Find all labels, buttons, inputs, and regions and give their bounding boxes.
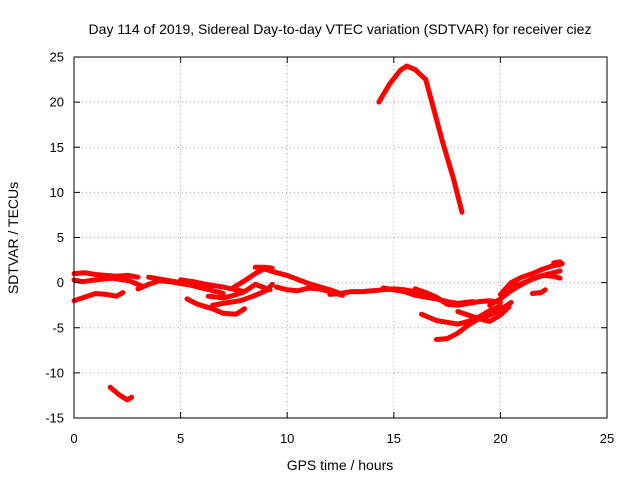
series-arc-24 [508,272,563,290]
series-arc-21 [455,304,512,324]
series-arc-7 [178,277,248,295]
series-arc-10 [210,281,275,308]
y-tick-label: -5 [52,320,64,335]
y-tick-label: 5 [57,230,64,245]
grid [74,57,607,418]
x-tick-label: 15 [387,431,401,446]
series-arc-26 [551,259,565,267]
y-axis-tick-labels: -15 -10 -5 0 5 10 15 20 25 [45,50,64,426]
plot-frame [73,56,608,419]
series-arc-20 [433,300,514,342]
x-tick-label: 0 [70,431,77,446]
series-arc-1 [71,270,141,280]
x-tick-label: 20 [493,431,507,446]
series-arc-8 [184,296,248,317]
y-tick-label: 15 [50,140,64,155]
y-axis-label: SDTVAR / TECUs [5,182,21,294]
series-arc-19 [419,303,503,327]
y-tick-label: -10 [45,365,64,380]
x-axis-label: GPS time / hours [287,457,394,473]
y-tick-label: 10 [50,185,64,200]
series-arc-6 [146,274,226,296]
x-tick-label: 5 [177,431,184,446]
y-tick-label: 20 [50,95,64,110]
y-tick-label: 25 [50,50,64,65]
series-arc-15 [327,286,429,297]
series-arc-9 [205,281,273,301]
y-tick-label: -15 [45,411,64,426]
chart-title: Day 114 of 2019, Sidereal Day-to-day VTE… [89,21,592,37]
x-axis-tick-labels: 0 5 10 15 20 25 [70,431,614,446]
series-arc-2 [71,290,126,304]
series-arc-4 [107,384,135,403]
series-arc-3 [71,275,145,289]
series-arc-25 [529,287,548,296]
series-arc-18 [412,286,503,308]
axis-ticks [73,56,608,419]
series-arc-23 [497,262,563,297]
series-arc-14 [274,284,346,298]
series-arc-12 [252,264,275,271]
x-tick-label: 25 [600,431,614,446]
series-arc-16 [376,63,465,215]
data-series-group [71,63,565,403]
y-tick-label: 0 [57,275,64,290]
x-tick-label: 10 [280,431,294,446]
